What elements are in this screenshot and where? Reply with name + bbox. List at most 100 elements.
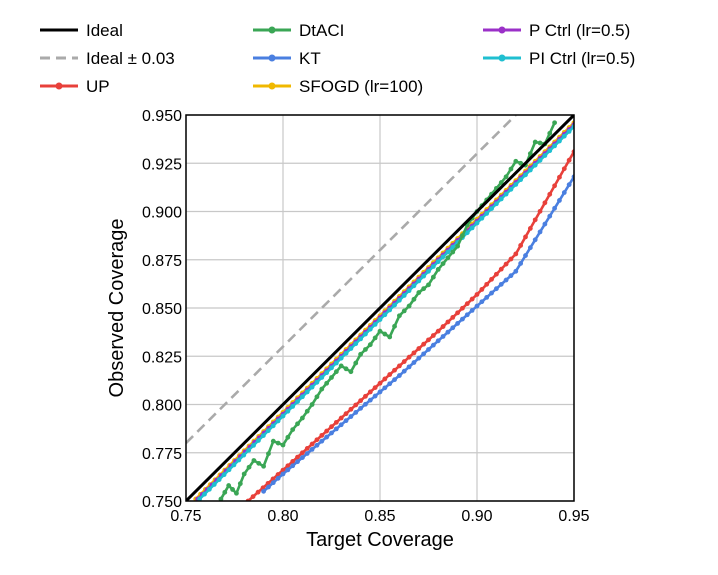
data-point [518,177,524,183]
data-point [498,281,504,287]
data-point [358,351,363,357]
data-point [314,442,320,448]
data-point [255,489,261,495]
data-point [338,415,344,421]
data-point [416,355,422,361]
data-point [387,334,393,340]
data-point [401,293,407,298]
data-point [430,333,436,338]
series-line-ideal-0-03 [186,115,517,445]
data-point [266,451,271,457]
data-point [503,261,509,267]
data-point [216,477,222,482]
data-point [343,418,349,424]
data-point [353,360,359,366]
data-point [484,294,490,300]
data-point [542,221,548,227]
data-point [518,261,524,266]
data-point [290,463,296,469]
data-point [416,278,422,284]
data-point [343,366,349,372]
data-point [304,451,310,456]
data-point [300,415,305,421]
legend-label: UP [86,77,110,96]
data-point [460,233,465,239]
data-point [440,254,446,260]
data-point [401,368,407,374]
x-tick-label: 0.95 [558,508,589,525]
data-point [430,264,436,269]
data-point [518,160,524,166]
data-point [329,375,334,380]
data-point [353,402,359,408]
data-point [513,251,519,257]
legend-label: PI Ctrl (lr=0.5) [529,49,635,68]
series-layer [186,115,574,501]
legend-marker [498,26,506,34]
data-point [401,308,407,314]
data-point [537,208,543,214]
data-point [226,467,232,473]
data-point [392,302,397,308]
data-point [426,337,431,343]
data-point [552,183,557,189]
data-point [300,394,305,400]
data-point [256,460,262,466]
data-point [382,376,388,382]
data-point [397,363,402,369]
data-point [498,180,504,185]
y-tick-label: 0.950 [142,108,182,125]
data-point [324,380,330,386]
data-point [547,130,553,136]
data-point [557,198,562,203]
legend-entry-sfogd-lr-100: SFOGD (lr=100) [253,77,423,96]
data-point [406,354,412,360]
x-tick-label: 0.80 [267,508,298,525]
data-point [343,411,349,417]
data-point [324,428,330,434]
data-point [527,245,533,251]
data-point [513,182,519,187]
series-pi-ctrl-lr-0-5 [197,124,574,501]
data-point [411,360,417,365]
data-point [241,452,247,458]
data-point [222,489,228,495]
data-point [300,450,305,456]
data-point [479,299,485,305]
data-point [411,283,417,289]
data-point [532,217,538,223]
data-point [518,243,524,248]
data-point [387,372,393,377]
legend-entry-kt: KT [253,49,321,68]
legend-label: DtACI [299,21,344,40]
data-point [251,458,257,463]
data-point [498,196,504,202]
data-point [426,268,431,274]
legend-entry-p-ctrl-lr-0-5: P Ctrl (lr=0.5) [483,21,630,40]
data-point [324,370,330,376]
data-point [435,328,441,334]
data-point [474,292,480,297]
data-point [285,408,291,414]
data-point [527,167,533,173]
data-point [382,331,388,337]
data-point [537,229,543,235]
data-point [285,463,291,469]
data-point [333,360,339,366]
data-point [552,205,557,211]
legend-marker [498,54,506,62]
data-point [561,166,567,172]
data-point [319,386,325,392]
legend-marker [268,82,276,90]
data-point [261,463,266,469]
data-point [406,303,412,309]
data-point [241,471,247,477]
data-point [314,379,320,385]
data-point [547,191,553,197]
data-point [270,423,276,429]
ticks: 0.75 0.80 0.85 0.90 0.95 0.750 0.775 0.800 0.825… [142,108,590,525]
x-tick-label: 0.75 [170,508,201,525]
data-point [382,312,388,318]
data-point [197,496,202,501]
